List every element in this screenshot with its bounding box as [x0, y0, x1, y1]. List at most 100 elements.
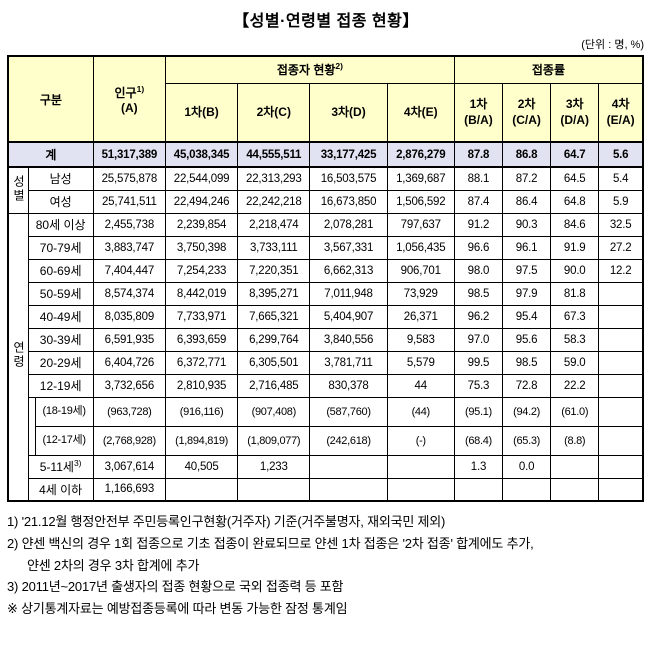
- label-superscript: 3): [73, 458, 82, 468]
- col-header-category: 구분: [7, 55, 94, 143]
- footnote: ※ 상기통계자료는 예방접종등록에 따라 변동 가능한 잠정 통계임: [7, 601, 348, 617]
- cell-population: (963,728): [92, 396, 166, 427]
- col-header-rate1: 1차 (B/A): [453, 82, 504, 143]
- cell-dose4: (-): [386, 425, 455, 456]
- cell-dose2: 3,733,111: [237, 235, 311, 260]
- row-label: 20-29세: [27, 350, 94, 375]
- row-label: 30-39세: [27, 327, 94, 352]
- table-row: 30-39세 6,591,935 6,393,659 6,299,764 3,840,5…: [8, 327, 644, 352]
- cell-dose1: (1,894,819): [164, 425, 239, 456]
- cell-dose3: 5,404,907: [309, 304, 388, 329]
- table-row: 60-69세 7,404,447 7,254,233 7,220,351 6,662,3…: [8, 258, 644, 283]
- cell-dose1: 40,505: [164, 454, 239, 479]
- cell-rate4: [598, 454, 644, 479]
- row-label: 80세 이상: [27, 212, 94, 237]
- col-header-dose3: 3차(D): [309, 82, 388, 143]
- population-code: (A): [121, 100, 138, 115]
- cell-rate3: 81.8: [550, 281, 600, 306]
- cell-dose2: 44,555,511: [237, 141, 311, 168]
- cell-rate1: 96.6: [453, 235, 504, 260]
- cell-dose2: 2,716,485: [237, 373, 311, 398]
- cell-rate2: 95.6: [502, 327, 552, 352]
- table-row: 4세 이하 1,166,693: [8, 477, 644, 502]
- table-row: 여성 25,741,511 22,494,246 22,242,218 16,673,8…: [8, 189, 644, 214]
- cell-dose4: 9,583: [386, 327, 455, 352]
- cell-population: 3,732,656: [92, 373, 166, 398]
- cell-rate3: 90.0: [550, 258, 600, 283]
- cell-rate4: 32.5: [598, 212, 644, 237]
- population-header-line1: 인구1): [95, 84, 164, 101]
- header-row-columns: 1차(B) 2차(C) 3차(D) 4차(E) 1차 (B/A) 2차 (C/A…: [8, 82, 644, 143]
- cell-rate2: 96.1: [502, 235, 552, 260]
- cell-rate4: 5.9: [598, 189, 644, 214]
- vaccination-table: 구분 인구1) (A) 접종자 현황2) 접종률 1차(B) 2차(C) 3차(…: [7, 55, 644, 502]
- cell-dose4: [386, 477, 455, 502]
- population-label: 인구: [114, 85, 137, 100]
- cell-dose2: 22,313,293: [237, 166, 311, 191]
- col-group-rate: 접종률: [453, 55, 644, 84]
- label-text: 연령: [11, 341, 26, 370]
- cell-rate4: [598, 281, 644, 306]
- cell-dose1: [164, 477, 239, 502]
- page: 【성별·연령별 접종 현황】 (단위 : 명, %) 구분 인구1) (A) 접…: [7, 13, 644, 617]
- cell-rate2: 86.4: [502, 189, 552, 214]
- cell-rate3: 64.5: [550, 166, 600, 191]
- cell-dose3: 33,177,425: [309, 141, 388, 168]
- cell-rate2: (94.2): [502, 396, 552, 427]
- cell-rate2: 95.4: [502, 304, 552, 329]
- cell-dose2: 22,242,218: [237, 189, 311, 214]
- cell-rate3: 91.9: [550, 235, 600, 260]
- cell-population: 51,317,389: [92, 141, 166, 168]
- cell-rate4: 5.6: [598, 141, 644, 168]
- row-label: 50-59세: [27, 281, 94, 306]
- table-row: (12-17세) (2,768,928) (1,894,819) (1,809,077…: [8, 425, 644, 456]
- cell-dose2: 7,665,321: [237, 304, 311, 329]
- summary-row: 계 51,317,389 45,038,345 44,555,511 33,177,42…: [7, 141, 644, 168]
- row-label: 40-49세: [27, 304, 94, 329]
- cell-dose4: 2,876,279: [386, 141, 455, 168]
- cell-population: 2,455,738: [92, 212, 166, 237]
- cell-rate3: 67.3: [550, 304, 600, 329]
- cell-dose1: 2,810,935: [164, 373, 239, 398]
- col-header-rate4: 4차 (E/A): [598, 82, 644, 143]
- col-header-rate3: 3차 (D/A): [550, 82, 600, 143]
- table-row: 40-49세 8,035,809 7,733,971 7,665,321 5,404,9…: [8, 304, 644, 329]
- cell-rate1: 87.8: [453, 141, 504, 168]
- row-label: 여성: [27, 189, 94, 214]
- footnote: 3) 2011년~2017년 출생자의 접종 현황으로 국외 접종력 등 포함: [7, 579, 344, 595]
- cell-rate4: 12.2: [598, 258, 644, 283]
- cell-dose2: 6,299,764: [237, 327, 311, 352]
- cell-dose1: 2,239,854: [164, 212, 239, 237]
- footnote: 2) 얀센 백신의 경우 1회 접종으로 기초 접종이 완료되므로 얀센 1차 …: [7, 535, 534, 573]
- col-header-dose2: 2차(C): [237, 82, 311, 143]
- cell-rate4: [598, 350, 644, 375]
- cell-rate1: 98.5: [453, 281, 504, 306]
- cell-dose2: 1,233: [237, 454, 311, 479]
- table-row: 12-19세 3,732,656 2,810,935 2,716,485 830,378…: [8, 373, 644, 398]
- cell-dose3: [309, 454, 388, 479]
- cell-rate4: [598, 396, 644, 427]
- footnote: 1) '21.12월 행정안전부 주민등록인구현황(거주자) 기준(거주불명자,…: [7, 514, 446, 529]
- cell-rate2: 87.2: [502, 166, 552, 191]
- cell-population: 25,741,511: [92, 189, 166, 214]
- cell-population: 6,404,726: [92, 350, 166, 375]
- cell-dose4: 44: [386, 373, 455, 398]
- cell-dose3: 3,567,331: [309, 235, 388, 260]
- cell-rate1: 98.0: [453, 258, 504, 283]
- cell-dose3: 3,840,556: [309, 327, 388, 352]
- cell-dose1: 22,544,099: [164, 166, 239, 191]
- row-label: 4세 이하: [27, 477, 94, 502]
- col-group-vaccinated: 접종자 현황2): [164, 55, 455, 84]
- table-row: 70-79세 3,883,747 3,750,398 3,733,111 3,567,3…: [8, 235, 644, 260]
- cell-dose1: 6,393,659: [164, 327, 239, 352]
- table-row: 5-11세3) 3,067,614 40,505 1,233 1.3 0.0: [8, 454, 644, 479]
- cell-dose1: 3,750,398: [164, 235, 239, 260]
- unit-note: (단위 : 명, %): [581, 39, 644, 51]
- cell-rate4: [598, 304, 644, 329]
- cell-rate1: 99.5: [453, 350, 504, 375]
- header-row-groups: 구분 인구1) (A) 접종자 현황2) 접종률: [7, 55, 644, 143]
- cell-dose2: (1,809,077): [237, 425, 311, 456]
- group-label-age: 연령: [7, 212, 29, 502]
- cell-rate1: 1.3: [453, 454, 504, 479]
- cell-rate1: (68.4): [453, 425, 504, 456]
